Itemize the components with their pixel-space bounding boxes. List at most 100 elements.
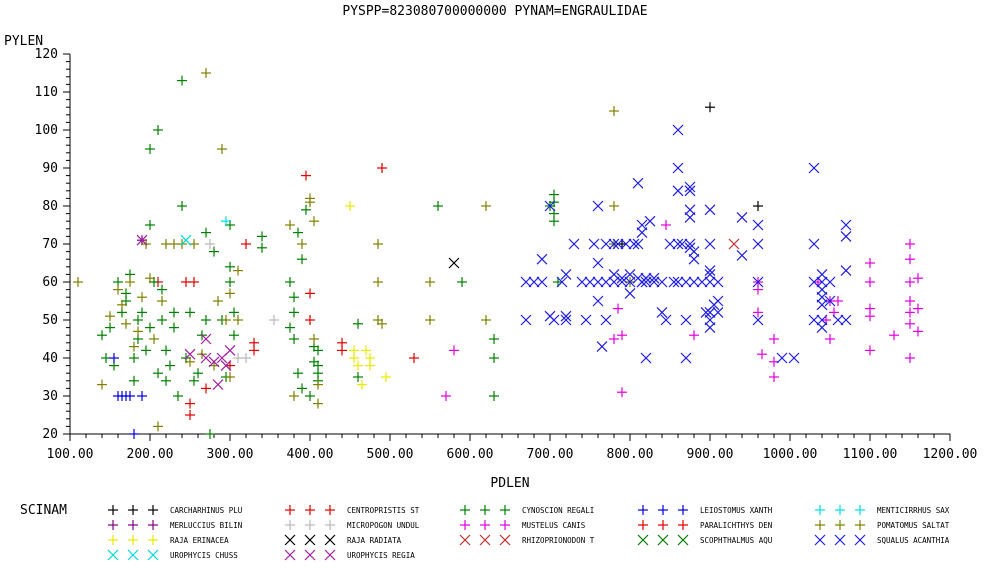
legend-marker xyxy=(148,505,158,515)
data-point xyxy=(337,337,347,348)
data-point xyxy=(560,310,572,322)
data-point xyxy=(141,345,151,356)
data-point xyxy=(705,102,715,113)
data-point xyxy=(129,429,139,439)
data-point xyxy=(205,429,215,439)
data-point xyxy=(644,215,656,227)
data-point xyxy=(205,239,215,249)
data-point xyxy=(136,234,148,246)
data-point xyxy=(185,410,195,420)
data-point xyxy=(353,372,363,382)
legend-marker xyxy=(499,534,511,546)
x-tick-label: 1000.00 xyxy=(763,447,818,462)
legend-marker xyxy=(285,520,295,530)
data-point xyxy=(825,334,835,344)
data-point xyxy=(824,295,836,307)
data-point xyxy=(913,326,923,337)
data-point xyxy=(905,307,915,318)
legend-marker xyxy=(638,520,648,530)
data-point xyxy=(153,421,163,432)
legend-label: RAJA RADIATA xyxy=(347,536,402,545)
legend-marker xyxy=(324,549,336,561)
legend-marker xyxy=(128,535,138,545)
legend-marker xyxy=(814,534,826,546)
data-point xyxy=(212,379,224,391)
x-axis-label: PDLEN xyxy=(490,476,529,491)
legend-entry: RAJA ERINACEA xyxy=(108,535,229,545)
legend-marker xyxy=(304,534,316,546)
data-point xyxy=(289,391,299,401)
data-point xyxy=(121,318,131,329)
data-point xyxy=(185,398,195,409)
data-point xyxy=(373,277,383,287)
legend-title: SCINAM xyxy=(20,503,67,518)
data-point xyxy=(905,318,915,329)
data-point xyxy=(145,220,155,230)
legend-marker xyxy=(108,505,118,515)
data-point xyxy=(536,276,548,288)
data-point xyxy=(361,345,371,356)
data-point xyxy=(285,277,295,287)
data-point xyxy=(349,353,359,363)
legend-label: RHIZOPRIONODON T xyxy=(522,536,595,545)
legend-marker xyxy=(325,520,335,530)
data-point xyxy=(816,322,828,334)
legend-entry: MERLUCCIUS BILIN xyxy=(108,520,242,530)
data-point xyxy=(97,379,107,390)
legend-label: CARCHARHINUS PLU xyxy=(170,506,242,515)
data-point xyxy=(672,185,684,197)
data-point xyxy=(576,276,588,288)
data-point xyxy=(157,296,167,306)
data-point xyxy=(257,242,267,253)
data-point xyxy=(225,277,235,287)
data-point xyxy=(628,238,640,250)
data-point xyxy=(200,352,212,364)
y-axis-label: PYLEN xyxy=(4,34,43,49)
data-point xyxy=(624,287,636,299)
data-point xyxy=(560,268,572,280)
legend-marker xyxy=(658,505,668,515)
data-point xyxy=(668,276,680,288)
data-point xyxy=(776,352,788,364)
data-point xyxy=(225,288,235,299)
data-point xyxy=(688,253,700,265)
y-tick-label: 30 xyxy=(42,389,58,404)
x-tick-label: 1100.00 xyxy=(843,447,898,462)
data-point xyxy=(632,177,644,189)
data-point xyxy=(680,314,692,326)
x-tick-label: 900.00 xyxy=(687,447,734,462)
x-tick-label: 1200.00 xyxy=(923,447,978,462)
data-point xyxy=(704,265,716,277)
data-point xyxy=(241,239,251,249)
data-point xyxy=(664,238,676,250)
data-point xyxy=(145,273,155,284)
data-point xyxy=(865,277,875,287)
data-point xyxy=(913,273,923,284)
data-point xyxy=(648,272,660,284)
data-point xyxy=(640,276,652,288)
legend-marker xyxy=(855,520,865,530)
data-point xyxy=(293,368,303,379)
data-point xyxy=(313,345,323,356)
legend-label: LEIOSTOMUS XANTH xyxy=(700,506,773,515)
data-point xyxy=(609,106,619,116)
y-tick-label: 120 xyxy=(35,47,58,62)
data-point xyxy=(489,334,499,344)
data-point xyxy=(592,200,604,212)
data-point xyxy=(672,276,684,288)
data-point xyxy=(808,162,820,174)
legend-marker xyxy=(854,534,866,546)
data-point xyxy=(752,314,764,326)
data-point xyxy=(865,311,875,322)
data-point xyxy=(608,276,620,288)
data-point xyxy=(640,352,652,364)
data-point xyxy=(225,372,235,382)
data-point xyxy=(560,314,572,326)
data-point xyxy=(752,276,764,288)
legend-marker xyxy=(284,534,296,546)
legend-marker xyxy=(148,520,158,530)
data-point xyxy=(769,334,779,344)
data-point xyxy=(125,391,135,401)
data-point xyxy=(580,314,592,326)
